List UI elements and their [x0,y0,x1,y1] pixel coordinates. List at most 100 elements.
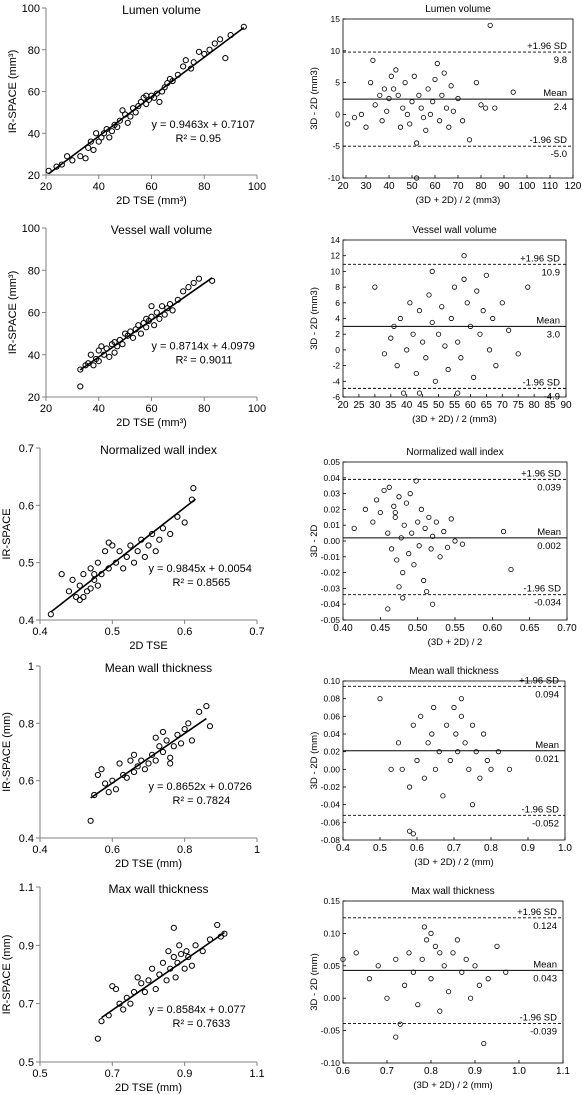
data-point [122,111,129,118]
x-tick-label: 35 [385,400,397,411]
data-point [480,308,486,314]
data-point [413,140,420,146]
data-point [388,546,395,552]
data-point [105,539,112,546]
data-point [69,157,76,164]
data-point [394,362,400,369]
y-axis-label: IR-SPACE (mm) [1,712,13,792]
data-point [474,288,480,294]
y-tick-label: -0.10 [321,1058,341,1068]
chart-title: Mean wall thickness [105,661,212,675]
x-tick-label: 0.8 [424,1066,438,1077]
data-point [151,322,158,329]
data-point [85,144,92,151]
data-point [388,73,394,79]
y-tick-label: 0.9 [19,940,34,952]
data-point [209,277,216,284]
data-point [127,542,134,549]
data-point [77,366,84,373]
y-tick-label: 0.05 [323,457,340,467]
y-tick-label: 0.7 [19,999,34,1011]
y-tick-label: 80 [28,265,40,277]
plot-frame [342,680,566,841]
data-point [58,161,65,168]
data-point [53,163,60,170]
upper-limit-label: +1.96 SD [520,253,560,264]
data-point [174,513,181,520]
data-point [413,370,419,377]
lower-limit-value: -5.0 [551,149,567,160]
data-point [130,559,138,566]
x-tick-label: 80 [475,181,487,192]
data-point [190,59,197,66]
chart-title: Mean wall thickness [409,666,498,677]
y-tick-label: 0.08 [323,694,340,704]
plot-frame [342,461,568,621]
data-point [459,541,466,547]
data-point [476,982,482,988]
data-point [174,731,181,738]
y-axis-label: 3D - 2D [309,524,320,557]
y-tick-label: -0.03 [321,583,341,593]
data-point [429,268,435,274]
data-point [461,276,467,282]
data-point [77,383,84,390]
x-axis-label: 2D TSE (mm) [115,858,182,870]
data-point [98,571,105,578]
data-point [134,763,141,770]
x-tick-label: 80 [198,181,210,193]
x-tick-label: 30 [369,400,381,411]
x-tick-label: 0.5 [373,843,387,854]
data-point [106,134,113,141]
data-point [448,516,454,522]
data-point [94,1035,101,1042]
data-point [141,553,148,561]
y-tick-label: 0.00 [323,764,340,774]
data-point [211,40,218,47]
data-point [373,497,380,503]
data-point [153,90,160,97]
data-point [458,696,464,702]
data-point [406,828,413,834]
data-point [170,924,177,931]
data-point [87,351,94,358]
data-point [116,117,123,124]
data-point [87,585,94,592]
data-point [87,138,94,145]
data-point [467,323,474,329]
data-point [488,766,494,772]
data-point [464,300,470,306]
data-point [459,118,466,124]
data-point [437,1008,443,1014]
data-point [185,284,192,291]
data-point [400,390,407,396]
data-point [123,774,130,781]
y-tick-label: 0.10 [323,676,340,686]
x-tick-label: 1 [254,844,260,856]
data-point [109,542,116,549]
data-point [188,496,195,503]
mean-label: Mean [533,959,557,970]
x-tick-label: 60 [465,400,477,411]
data-point [393,67,399,73]
data-point [172,974,179,981]
data-point [195,48,203,55]
x-tick-label: 50 [433,400,445,411]
data-point [69,576,76,583]
data-point [206,723,214,730]
data-point [492,105,498,111]
data-point [413,478,419,484]
data-point [410,969,416,975]
mean-value: 0.043 [533,973,557,984]
data-point [455,95,461,102]
data-point [437,950,443,956]
data-point [188,737,195,744]
data-point [148,313,155,320]
regression-line [90,717,207,799]
data-point [443,105,450,111]
x-tick-label: 90 [560,400,572,411]
data-point [503,969,509,975]
data-point [183,948,190,955]
x-tick-label: 1.1 [556,1066,570,1077]
data-point [76,582,83,589]
